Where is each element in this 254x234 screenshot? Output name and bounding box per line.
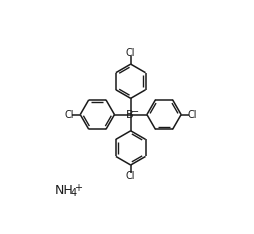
- Text: −: −: [130, 107, 138, 117]
- Text: Cl: Cl: [64, 110, 73, 120]
- Text: Cl: Cl: [187, 110, 196, 120]
- Text: Cl: Cl: [125, 171, 135, 181]
- Text: +: +: [74, 183, 82, 193]
- Text: NH: NH: [55, 184, 73, 197]
- Text: 4: 4: [70, 188, 76, 198]
- Text: Cl: Cl: [125, 48, 135, 58]
- Text: B: B: [125, 110, 133, 120]
